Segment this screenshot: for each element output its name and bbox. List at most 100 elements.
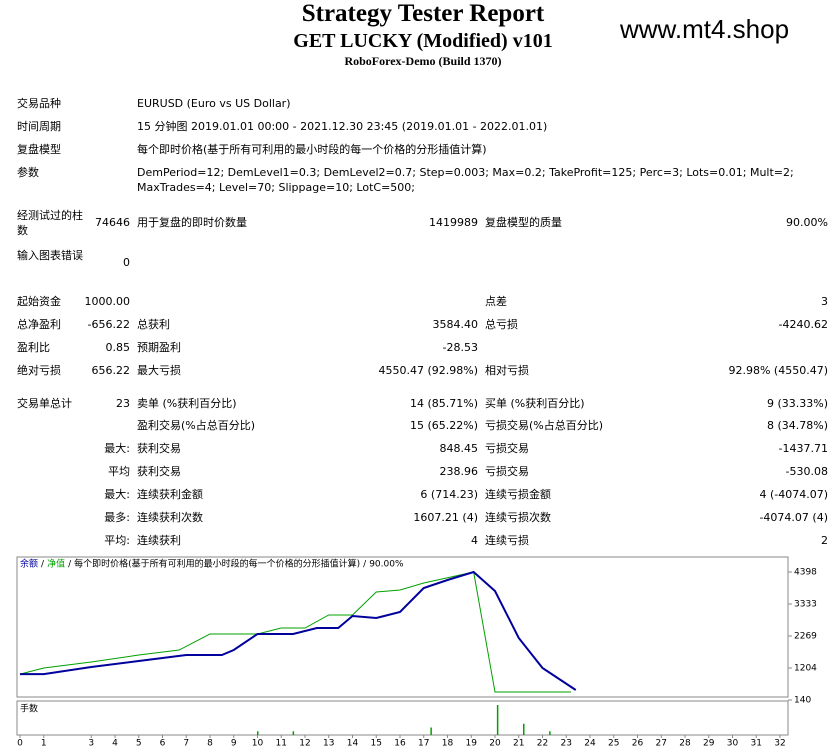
stat-label: 盈利交易(%占总百分比) <box>137 419 256 432</box>
stat-value: 92.98% (4550.47) <box>728 364 828 377</box>
subtitle: GET LUCKY (Modified) v101 <box>293 30 553 52</box>
stat-label: 总亏损 <box>485 318 518 331</box>
stat-label: 输入图表错误 <box>17 249 83 262</box>
x-tick-label: 10 <box>252 739 264 749</box>
stat-value: 3 <box>821 295 828 308</box>
legend-item: 净值 <box>47 558 65 570</box>
volume-bar <box>292 731 295 735</box>
stat-value: 4 <box>471 534 478 547</box>
stat-value: 656.22 <box>91 364 131 377</box>
stat-label: 相对亏损 <box>485 364 529 377</box>
x-tick-label: 15 <box>371 739 382 749</box>
stat-label: 亏损交易 <box>485 465 529 478</box>
info-label: 时间周期 <box>17 120 61 133</box>
x-tick-label: 13 <box>323 739 334 749</box>
info-label: 交易品种 <box>17 97 61 110</box>
stat-label: 连续获利金额 <box>137 488 203 501</box>
info-value: 每个即时价格(基于所有可利用的最小时段的每一个价格的分形插值计算) <box>137 143 487 156</box>
title: Strategy Tester Report <box>301 0 545 27</box>
stat-value: -1437.71 <box>778 442 828 455</box>
stat-label: 连续亏损次数 <box>485 511 551 524</box>
stat-label: 用于复盘的即时价数量 <box>137 216 247 229</box>
x-tick-label: 3 <box>88 739 94 749</box>
x-tick-label: 29 <box>703 739 715 749</box>
stat-value: 14 (85.71%) <box>409 397 478 410</box>
x-tick-label: 32 <box>774 739 785 749</box>
stat-label: 点差 <box>485 295 507 308</box>
stat-label: 总净盈利 <box>17 318 61 331</box>
stat-value: 15 (65.22%) <box>409 419 478 432</box>
legend-item: 每个即时价格(基于所有可利用的最小时段的每一个价格的分形插值计算) <box>74 558 360 570</box>
stat-label: 连续获利次数 <box>137 511 203 524</box>
stat-label: 亏损交易(%占总百分比) <box>485 419 604 432</box>
x-tick-label: 4 <box>112 739 118 749</box>
x-tick-label: 9 <box>231 739 237 749</box>
stat-value: 1607.21 (4) <box>413 511 478 524</box>
x-tick-label: 23 <box>561 739 572 749</box>
x-tick-label: 31 <box>751 739 762 749</box>
x-tick-label: 12 <box>299 739 310 749</box>
volume-bar <box>496 705 499 735</box>
stat-label: 绝对亏损 <box>17 364 61 377</box>
stat-value: 2 <box>821 534 828 547</box>
x-tick-label: 18 <box>442 739 454 749</box>
stat-label: 获利交易 <box>137 465 181 478</box>
stat-label: 连续亏损金额 <box>485 488 551 501</box>
x-tick-label: 25 <box>608 739 619 749</box>
stat-label: 亏损交易 <box>485 442 529 455</box>
x-tick-label: 27 <box>656 739 667 749</box>
legend-item: / <box>363 560 367 570</box>
y-tick-label: 4398 <box>794 568 817 578</box>
stat-value: 0 <box>123 256 130 269</box>
volume-frame <box>16 700 789 736</box>
stat-label: 卖单 (%获利百分比) <box>137 397 237 410</box>
legend-item: 90.00% <box>369 560 404 570</box>
x-tick-label: 11 <box>276 739 287 749</box>
x-tick-label: 20 <box>489 739 501 749</box>
info-value: DemPeriod=12; DemLevel1=0.3; DemLevel2=0… <box>137 166 794 194</box>
stat-value: 0.85 <box>105 341 131 354</box>
build: RoboForex-Demo (Build 1370) <box>344 54 502 68</box>
stat-label: 经测试过的柱数 <box>17 209 83 237</box>
x-tick-label: 17 <box>418 739 429 749</box>
plot-frame <box>16 556 789 698</box>
info-label: 参数 <box>17 166 39 179</box>
stat-value: 90.00% <box>786 216 828 229</box>
x-tick-label: 26 <box>632 739 644 749</box>
series-line <box>19 571 571 693</box>
stat-label: 起始资金 <box>17 295 61 308</box>
stat-label: 连续亏损 <box>485 534 529 547</box>
x-tick-label: 22 <box>537 739 548 749</box>
x-tick-label: 1 <box>41 739 47 749</box>
x-tick-label: 16 <box>394 739 406 749</box>
x-tick-label: 6 <box>160 739 166 749</box>
series-line <box>20 570 577 691</box>
stat-label: 总获利 <box>137 318 170 331</box>
volume-bar <box>257 731 259 735</box>
x-tick-label: 0 <box>17 739 23 749</box>
y-tick-label: 3333 <box>794 600 817 610</box>
stat-value: 4 (-4074.07) <box>759 488 828 501</box>
stat-value: 848.45 <box>439 442 479 455</box>
stat-value: 9 (33.33%) <box>766 397 828 410</box>
stat-value: 8 (34.78%) <box>766 419 828 432</box>
x-tick-label: 21 <box>513 739 524 749</box>
x-tick-label: 24 <box>584 739 596 749</box>
y-tick-label: 1204 <box>794 664 817 674</box>
legend-item: / <box>41 560 45 570</box>
info-label: 复盘模型 <box>17 143 61 156</box>
legend-item: 余额 <box>20 558 38 570</box>
stat-value: 3584.40 <box>432 318 479 331</box>
stat-value: 平均: <box>104 534 130 547</box>
stat-label: 复盘模型的质量 <box>485 216 562 229</box>
stat-label: 盈利比 <box>17 341 50 354</box>
stat-label: 连续获利 <box>137 534 181 547</box>
legend-item: / <box>68 560 72 570</box>
stat-value: 238.96 <box>439 465 479 478</box>
stat-value: -28.53 <box>442 341 478 354</box>
stat-value: 最大: <box>104 488 130 501</box>
stat-label: 交易单总计 <box>17 397 72 410</box>
stat-value: -4074.07 (4) <box>759 511 828 524</box>
volume-bar <box>430 727 432 735</box>
